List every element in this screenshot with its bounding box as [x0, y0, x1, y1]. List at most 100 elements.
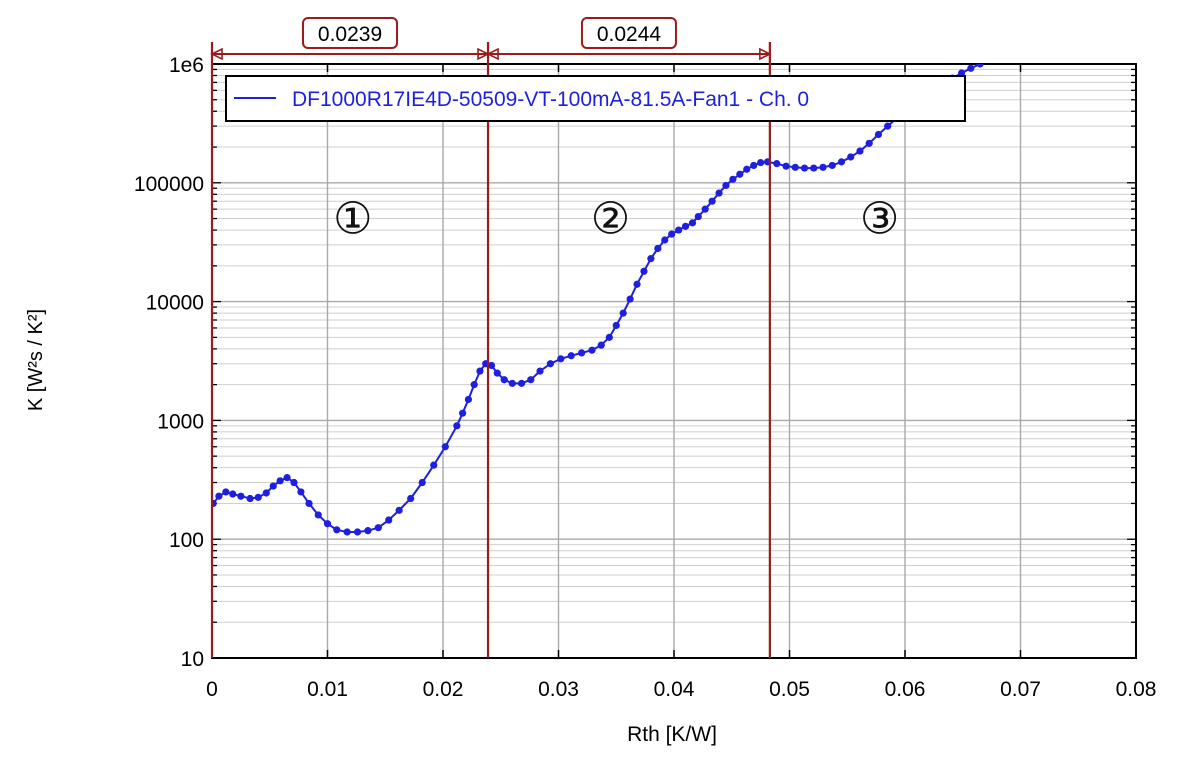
interval-label-box — [580, 17, 677, 49]
x-tick-label: 0.03 — [538, 678, 579, 701]
data-point — [957, 69, 966, 77]
interval-annotations: 0.0239 0.0244 — [210, 17, 772, 61]
data-point — [527, 376, 535, 384]
interval-arrow-left — [210, 47, 223, 61]
data-point — [353, 528, 362, 536]
x-tick-label: 0.01 — [307, 678, 348, 701]
data-point — [668, 230, 676, 238]
data-point — [276, 477, 284, 485]
data-point — [215, 492, 223, 500]
data-point — [229, 490, 237, 498]
data-point — [470, 381, 478, 389]
data-point — [453, 422, 461, 430]
interval-arrow-right — [759, 47, 772, 61]
data-point — [708, 197, 716, 205]
data-point — [246, 494, 254, 503]
data-point — [661, 236, 669, 244]
data-point — [546, 360, 555, 368]
y-tick-labels: 10 100 1000 10000 100000 1e6 — [134, 54, 204, 671]
interval-label: 0.0239 — [318, 23, 382, 46]
y-tick-label: 100 — [169, 529, 204, 552]
data-point — [374, 524, 382, 532]
data-point — [323, 520, 332, 528]
x-tick-label: 0.08 — [1116, 678, 1157, 701]
data-point — [640, 267, 648, 275]
legend-label: DF1000R17IE4D-50509-VT-100mA-81.5A-Fan1 … — [292, 88, 809, 111]
data-point — [441, 443, 449, 451]
data-point — [476, 367, 484, 375]
y-axis-label: K [W²s / K²] — [25, 309, 47, 411]
data-point — [750, 161, 758, 170]
data-point — [800, 164, 809, 172]
data-point — [874, 130, 883, 139]
x-axis-label: Rth [K/W] — [627, 723, 717, 746]
data-point — [237, 492, 245, 500]
data-point — [305, 499, 313, 508]
data-point — [791, 163, 799, 171]
data-point — [722, 181, 730, 190]
data-point — [430, 461, 438, 469]
y-tick-label: 10 — [181, 648, 204, 671]
data-point — [715, 189, 723, 197]
data-point — [500, 376, 508, 384]
data-point — [385, 516, 393, 524]
y-tick-label: 100000 — [134, 173, 204, 196]
data-point — [262, 489, 270, 497]
data-point — [837, 158, 846, 166]
data-point — [612, 321, 620, 330]
x-tick-label: 0.07 — [1000, 678, 1041, 701]
data-point — [694, 212, 702, 221]
data-point — [364, 527, 372, 535]
data-point — [633, 280, 641, 288]
data-point — [212, 499, 217, 508]
data-point — [487, 361, 496, 370]
data-point — [647, 255, 655, 263]
region-label: ② — [591, 195, 630, 244]
data-point — [407, 494, 415, 503]
data-point — [254, 493, 262, 501]
x-tick-label: 0.06 — [885, 678, 926, 701]
data-point — [681, 222, 690, 230]
data-point — [884, 122, 892, 130]
region-label: ① — [333, 195, 372, 244]
data-point — [508, 379, 516, 387]
marker-lines — [210, 42, 771, 658]
data-point — [701, 205, 709, 213]
data-point — [856, 147, 864, 155]
data-point — [626, 295, 634, 303]
data-point — [517, 379, 526, 387]
data-point — [597, 341, 605, 349]
data-point — [810, 164, 818, 172]
y-tick-label: 10000 — [146, 292, 204, 315]
data-point — [654, 244, 662, 253]
data-point — [222, 488, 230, 496]
data-point — [967, 64, 975, 72]
y-tick-label: 1e6 — [169, 54, 204, 77]
data-point — [395, 506, 403, 514]
data-point — [976, 64, 984, 68]
x-tick-label: 0.04 — [654, 678, 695, 701]
data-point — [343, 528, 351, 536]
data-point — [588, 346, 596, 354]
data-point — [865, 139, 873, 147]
interval-arrow-right — [477, 47, 490, 61]
interval-arrow-left — [486, 47, 499, 61]
data-point — [782, 162, 790, 170]
data-point — [283, 474, 291, 482]
data-point — [757, 158, 765, 167]
data-point — [290, 478, 298, 487]
data-point — [418, 478, 426, 487]
legend: DF1000R17IE4D-50509-VT-100mA-81.5A-Fan1 … — [225, 75, 966, 122]
data-point — [605, 333, 613, 341]
data-point — [459, 409, 467, 417]
data-point — [847, 153, 855, 161]
data-point — [557, 355, 565, 363]
data-point — [297, 488, 305, 496]
data-point — [729, 175, 737, 183]
interval-label-box — [302, 17, 399, 49]
data-point — [464, 395, 473, 404]
data-point — [333, 526, 341, 534]
x-tick-label: 0 — [206, 678, 218, 701]
data-point — [314, 511, 322, 519]
